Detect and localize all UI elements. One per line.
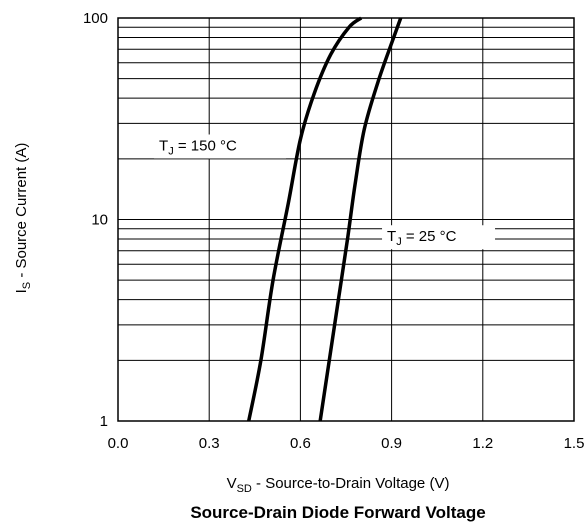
series-label-tj-150-background bbox=[154, 134, 287, 159]
x-tick-label: 1.2 bbox=[472, 435, 493, 452]
y-tick-label: 100 bbox=[83, 10, 108, 27]
y-tick-label: 10 bbox=[91, 212, 108, 229]
y-tick-labels: 1 10 100 bbox=[83, 10, 108, 430]
y-tick-label: 1 bbox=[100, 413, 108, 430]
x-tick-label: 0.0 bbox=[108, 435, 129, 452]
x-axis-title: VSD - Source-to-Drain Voltage (V) bbox=[227, 475, 450, 495]
series-label-tj-150: TJ = 150 °C bbox=[159, 138, 237, 158]
x-tick-label: 1.5 bbox=[564, 435, 585, 452]
x-tick-labels: 0.0 0.3 0.6 0.9 1.2 1.5 bbox=[108, 435, 585, 452]
chart-title: Source-Drain Diode Forward Voltage bbox=[190, 503, 485, 522]
series-line-tj-25 bbox=[318, 17, 403, 422]
series-line-tj-150 bbox=[247, 16, 363, 422]
x-tick-label: 0.9 bbox=[381, 435, 402, 452]
series-labels: TJ = 150 °C TJ = 25 °C bbox=[154, 134, 496, 250]
x-tick-label: 0.6 bbox=[290, 435, 311, 452]
curves bbox=[247, 16, 403, 422]
series-label-tj-25: TJ = 25 °C bbox=[387, 228, 457, 248]
x-tick-label: 0.3 bbox=[199, 435, 220, 452]
grid bbox=[118, 18, 574, 421]
plot-frame bbox=[117, 17, 575, 422]
y-axis-title: IS - Source Current (A) bbox=[13, 143, 33, 294]
series-label-tj-25-background bbox=[382, 225, 496, 250]
